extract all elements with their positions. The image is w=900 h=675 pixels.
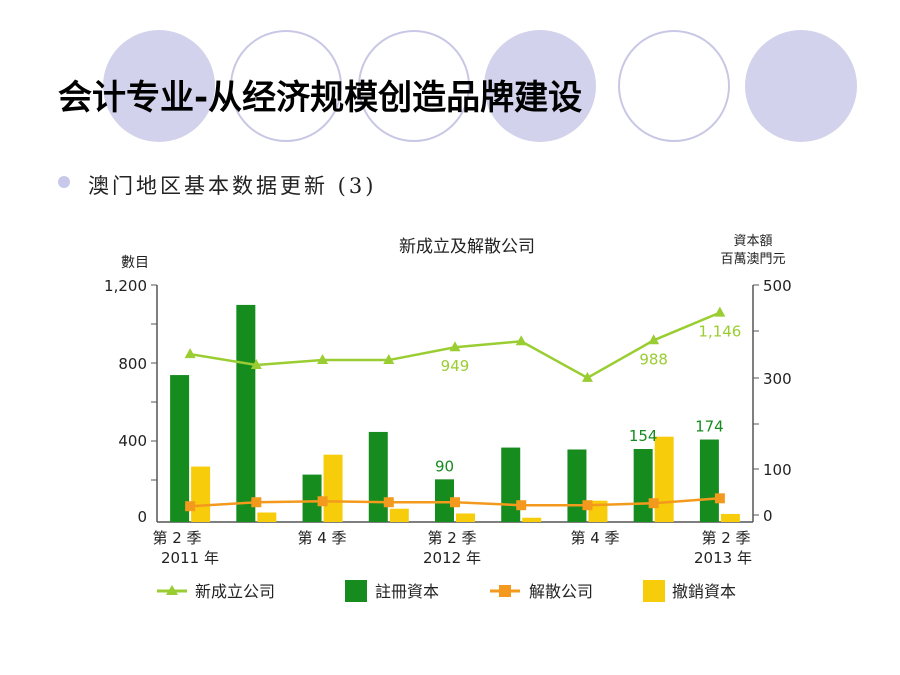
dissolved-companies-point — [317, 496, 328, 507]
y-left-tick-label: 400 — [118, 432, 147, 450]
data-label: 90 — [435, 457, 454, 475]
bar-registered-capital — [567, 449, 587, 522]
bar-cancelled-capital — [389, 508, 409, 522]
x-tick-label: 第 4 季 — [297, 529, 346, 547]
new-companies-point — [515, 335, 527, 346]
decorative-circle-5 — [618, 30, 730, 142]
bar-registered-capital — [236, 304, 256, 522]
decorative-circle-3 — [358, 30, 470, 142]
x-tick-label: 第 2 季 — [427, 529, 476, 547]
data-label: 988 — [639, 350, 668, 368]
y-right-tick-label: 300 — [763, 370, 792, 388]
bar-cancelled-capital — [191, 466, 211, 522]
x-tick-label: 2011 年 — [161, 549, 219, 567]
lines-group — [184, 306, 726, 512]
bar-registered-capital — [368, 431, 388, 522]
decorative-circle-4 — [484, 30, 596, 142]
dissolved-companies-point — [383, 497, 394, 508]
bar-registered-capital — [633, 449, 653, 522]
new-companies-point — [648, 334, 660, 345]
legend-label: 註冊資本 — [375, 582, 439, 601]
legend-label: 新成立公司 — [195, 582, 275, 601]
data-labels-group: 949 988 1,146 90 154 174 — [435, 323, 741, 476]
new-companies-point — [184, 348, 196, 359]
y-left-tick-label: 800 — [118, 355, 147, 373]
y-right-tick-label: 500 — [763, 277, 792, 295]
y-left-tick-label: 1,200 — [104, 277, 147, 295]
new-companies-point — [449, 341, 461, 352]
bullet-text: 澳门地区基本数据更新 (3) — [88, 174, 377, 198]
new-companies-point — [383, 354, 395, 365]
square-marker-icon — [499, 585, 511, 597]
decorative-circle-6 — [745, 30, 857, 142]
data-label: 949 — [441, 357, 470, 375]
new-companies-point — [581, 371, 593, 382]
chart-title: 新成立及解散公司 — [399, 237, 535, 257]
bar-cancelled-capital — [456, 513, 475, 522]
x-tick-label: 2012 年 — [423, 549, 481, 567]
y-right-axis-label-line1: 資本額 — [733, 234, 772, 249]
slide-title: 会计专业-从经济规模创造品牌建设 — [58, 78, 583, 118]
bar-cancelled-capital — [257, 512, 277, 522]
dissolved-companies-point — [582, 500, 593, 511]
x-tick-label: 第 2 季 — [701, 529, 750, 547]
company-chart: 新成立及解散公司 數目 資本額 百萬澳門元 1,200 800 400 0 50… — [104, 234, 792, 602]
y-right-tick-label: 0 — [763, 507, 773, 525]
triangle-marker-icon — [166, 585, 178, 595]
y-right-axis-label-line2: 百萬澳門元 — [720, 251, 785, 267]
dissolved-companies-point — [450, 497, 460, 508]
dissolved-companies-point — [516, 500, 527, 511]
bar-cancelled-capital — [654, 436, 674, 522]
data-label: 1,146 — [698, 323, 741, 341]
new-companies-point — [250, 358, 262, 369]
dissolved-companies-point — [648, 498, 659, 509]
bar-registered-capital — [302, 474, 322, 522]
dissolved-companies-point — [714, 493, 725, 504]
legend-registered-capital-swatch — [345, 580, 367, 602]
y-left-axis-label: 數目 — [121, 255, 149, 271]
data-label: 174 — [695, 418, 724, 436]
bar-registered-capital — [170, 375, 190, 522]
new-companies-point — [317, 354, 329, 365]
bullet-icon — [58, 176, 70, 188]
bar-cancelled-capital — [323, 454, 343, 522]
bar-registered-capital — [501, 447, 521, 522]
legend: 新成立公司 註冊資本 解散公司 撤銷資本 — [157, 580, 736, 602]
legend-cancelled-capital-swatch — [643, 580, 665, 602]
data-label: 154 — [629, 427, 658, 445]
new-companies-point — [714, 306, 726, 317]
y-right-tick-label: 100 — [763, 461, 792, 479]
dissolved-companies-point — [251, 497, 262, 508]
decorative-circle-2 — [230, 30, 342, 142]
dissolved-companies-point — [185, 501, 196, 512]
legend-label: 撤銷資本 — [672, 582, 736, 601]
x-tick-label: 第 2 季 — [152, 529, 201, 547]
bar-registered-capital — [435, 479, 454, 522]
x-tick-label: 第 4 季 — [570, 529, 619, 547]
bar-registered-capital — [699, 439, 719, 522]
legend-label: 解散公司 — [529, 582, 593, 601]
bar-cancelled-capital — [522, 517, 542, 522]
bars-group — [170, 304, 740, 522]
bar-cancelled-capital — [720, 513, 740, 522]
x-tick-label: 2013 年 — [694, 549, 752, 567]
y-left-tick-label: 0 — [137, 508, 147, 526]
decorative-circle-1 — [103, 30, 215, 142]
